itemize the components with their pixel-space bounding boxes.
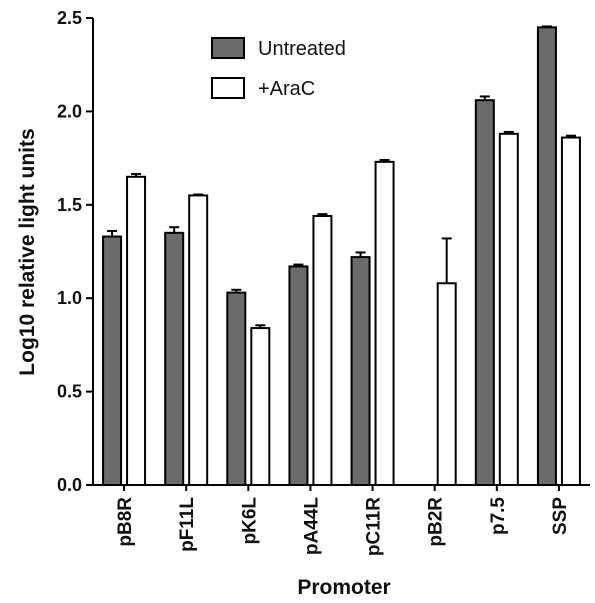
axes-layer: pB8R pF11L pK6L pA44L pC11R pB2R p7.5 SSP 0.0 0.5… [57,8,590,556]
bar-untreated-pF11L [164,231,185,486]
bar-arac-pK6L [250,327,271,487]
x-tick-label-pF11L: pF11L [177,497,198,552]
bar-arac-pB8R [126,175,147,486]
x-tick-label-pB8R: pB8R [115,497,136,547]
legend-swatch-arac [211,77,245,99]
bar-arac-pF11L [188,194,209,487]
bar-arac-pC11R [374,160,395,486]
bar-arac-SSP [560,136,581,486]
x-tick-label-p7.5: p7.5 [488,497,509,535]
x-tick-label-pC11R: pC11R [364,497,385,556]
y-tick-label: 1.5 [57,195,82,215]
legend-label-arac: +AraC [258,78,315,100]
legend-swatch-untreated [211,37,245,59]
bar-arac-p7.5 [498,132,519,486]
bar-untreated-pA44L [288,265,309,486]
x-tick-label-pB2R: pB2R [426,497,447,547]
y-tick-label: 0.0 [57,475,82,495]
y-tick-label: 2.5 [57,8,82,28]
x-tick-label-pK6L: pK6L [239,497,260,545]
x-axis-title: Promoter [297,576,390,599]
legend-label-untreated: Untreated [258,38,346,60]
bar-arac-pA44L [312,215,333,486]
y-tick-label: 1.0 [57,288,82,308]
bar-arac-pB2R [436,282,457,487]
bar-untreated-SSP [536,26,557,487]
bar-untreated-pB8R [102,235,123,486]
bar-untreated-pK6L [226,291,247,487]
bars-layer [102,25,581,487]
bar-untreated-pC11R [350,256,371,486]
bar-untreated-p7.5 [474,99,495,487]
y-axis-title: Log10 relative light units [16,128,39,375]
x-tick-label-pA44L: pA44L [301,497,322,555]
legend: Untreated +AraC [211,37,346,100]
y-tick-label: 0.5 [57,382,82,402]
y-tick-label: 2.0 [57,101,82,121]
x-tick-label-SSP: SSP [550,497,571,535]
